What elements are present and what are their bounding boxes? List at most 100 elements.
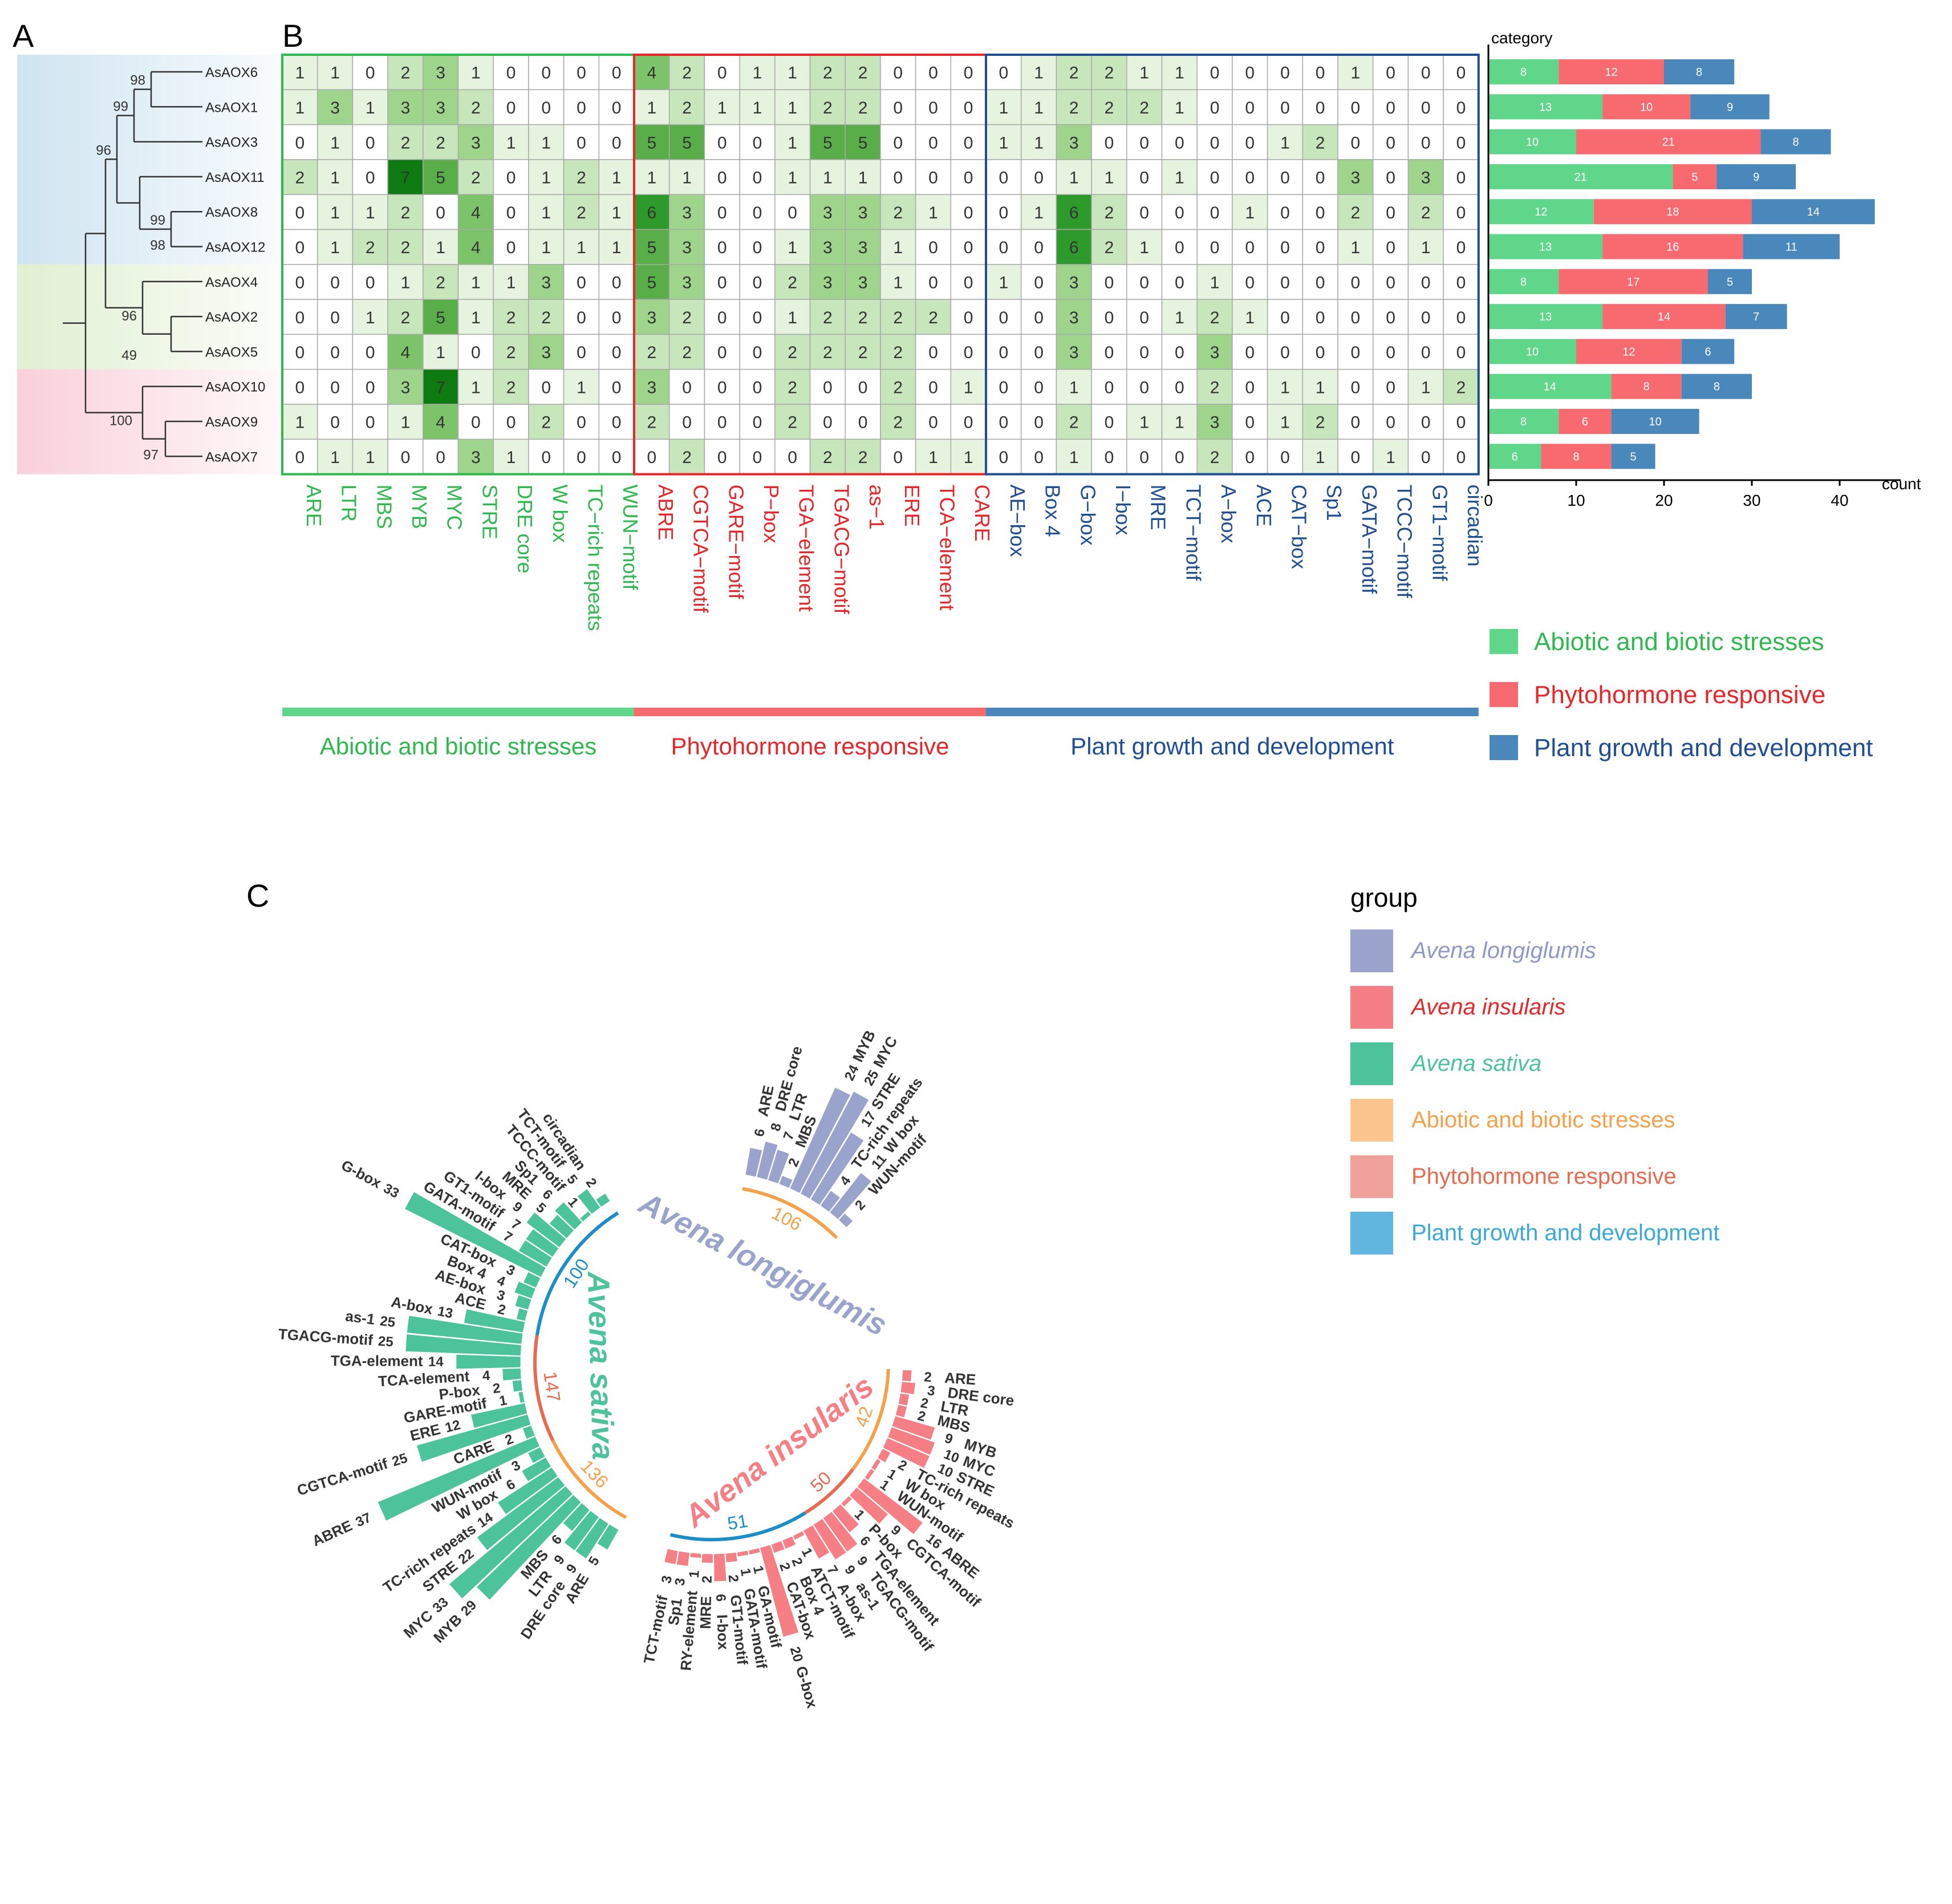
heatmap-column-label: P−box [760, 485, 783, 543]
heatmap-cell-value: 3 [682, 238, 692, 257]
heatmap-cell-value: 0 [999, 343, 1009, 362]
circular-bar-value: 1 [750, 1564, 766, 1575]
heatmap-cell-value: 2 [541, 308, 551, 327]
heatmap-cell-value: 0 [717, 413, 727, 432]
heatmap-cell-value: 0 [1316, 273, 1325, 292]
heatmap-cell [668, 334, 705, 370]
heatmap-cell-value: 1 [1351, 238, 1361, 257]
circular-bar [857, 1477, 924, 1535]
heatmap-cell [704, 299, 740, 335]
heatmap-cell [880, 299, 916, 335]
y-axis-title: category [1491, 29, 1552, 47]
heatmap-cell [1267, 124, 1304, 160]
heatmap-cell-value: 1 [1316, 378, 1325, 397]
heatmap-cell-value: 0 [999, 238, 1009, 257]
heatmap-cell-value: 0 [928, 413, 938, 432]
heatmap-cell-value: 0 [1421, 343, 1431, 362]
heatmap-cell-value: 3 [401, 99, 411, 117]
stacked-bar-value: 10 [1526, 136, 1539, 149]
heatmap-cell-value: 3 [1069, 343, 1079, 362]
heatmap-cell-value: 0 [1316, 64, 1325, 83]
heatmap-cell [352, 194, 388, 230]
heatmap-cell [1443, 124, 1479, 160]
heatmap-cell [423, 229, 459, 265]
heatmap-cell-value: 1 [788, 64, 797, 83]
heatmap-cell [704, 89, 740, 125]
heatmap-cell-value: 0 [717, 64, 727, 83]
heatmap-cell-value: 3 [1069, 273, 1079, 292]
heatmap-cell-value: 0 [1280, 448, 1290, 467]
heatmap-cell-value: 0 [964, 413, 973, 432]
heatmap-cell-value: 0 [1105, 378, 1114, 397]
heatmap-cell-value: 0 [1175, 273, 1184, 292]
heatmap-cell [1196, 404, 1233, 440]
heatmap-cell-value: 1 [1034, 204, 1044, 222]
heatmap-cell-value: 0 [1245, 238, 1255, 257]
heatmap-cell-value: 0 [295, 448, 305, 467]
stacked-bar-segment [1681, 339, 1735, 364]
circular-bar-label: as-1 [344, 1307, 376, 1327]
heatmap-cell-value: 0 [612, 64, 622, 83]
heatmap-cell [985, 124, 1022, 160]
stacked-bar-segment [1593, 199, 1752, 225]
stacked-bar-value: 5 [1691, 171, 1698, 184]
circular-bar [792, 1530, 805, 1541]
heatmap-cell-value: 0 [366, 273, 375, 292]
legend-swatch [1350, 986, 1393, 1029]
heatmap-cell-value: 0 [928, 133, 938, 152]
circular-bar [405, 1333, 522, 1357]
heatmap-cell-value: 1 [788, 238, 797, 257]
heatmap-cell-value: 1 [1245, 308, 1255, 327]
heatmap-cell-value: 2 [823, 99, 833, 117]
circular-bar [831, 1503, 860, 1533]
heatmap-cell-value: 3 [330, 99, 340, 117]
heatmap-cell-value: 3 [1069, 133, 1079, 152]
heatmap-cell [423, 334, 459, 370]
heatmap-cell-value: 2 [682, 343, 692, 362]
circular-bar [813, 1518, 847, 1561]
heatmap-cell-value: 0 [1245, 169, 1255, 188]
heatmap-cell [1056, 54, 1092, 91]
heatmap-cell-value: 0 [1456, 99, 1466, 117]
heatmap-cell [352, 124, 388, 160]
heatmap-cell-value: 0 [471, 343, 481, 362]
circular-bar [745, 1147, 763, 1178]
heatmap-cell [1161, 194, 1198, 230]
circular-bar-value: 25 [390, 1450, 409, 1469]
bootstrap-value: 100 [109, 413, 132, 429]
heatmap-cell-value: 0 [1210, 204, 1220, 222]
heatmap-cell-value: 2 [682, 308, 692, 327]
heatmap-cell-value: 2 [401, 133, 411, 152]
circular-bar [575, 1517, 610, 1560]
heatmap-cell-value: 1 [1280, 133, 1290, 152]
heatmap-cell-value: 3 [541, 343, 551, 362]
heatmap-cell-value: 1 [1069, 378, 1079, 397]
circular-bar-value: 37 [354, 1510, 374, 1530]
heatmap-cell-value: 6 [1069, 204, 1079, 222]
circular-bar [595, 1192, 611, 1208]
heatmap-cell [1267, 404, 1304, 440]
heatmap-cell [1372, 229, 1409, 265]
heatmap-cell-value: 1 [753, 99, 762, 117]
circular-bar [725, 1552, 738, 1563]
group-bar [986, 708, 1479, 716]
heatmap-cell-value: 3 [647, 378, 657, 397]
heatmap-cell-value: 2 [858, 343, 868, 362]
heatmap-cell [1407, 229, 1444, 265]
circular-bar [470, 1402, 528, 1429]
circular-bar [549, 1213, 575, 1239]
heatmap-cell-value: 1 [647, 99, 657, 117]
heatmap-cell [1161, 124, 1198, 160]
heatmap-cell-value: 1 [436, 343, 445, 362]
heatmap-cell-value: 2 [893, 378, 903, 397]
heatmap-cell-value: 7 [436, 378, 445, 397]
heatmap-cell-value: 0 [1421, 99, 1431, 117]
heatmap-cell [809, 159, 846, 195]
heatmap-cell-value: 0 [647, 448, 657, 467]
heatmap-cell-value: 1 [788, 99, 797, 117]
heatmap-cell [1056, 89, 1092, 125]
heatmap-cell-value: 2 [788, 273, 797, 292]
heatmap-cell-value: 0 [964, 204, 973, 222]
heatmap-cell [1091, 89, 1127, 125]
